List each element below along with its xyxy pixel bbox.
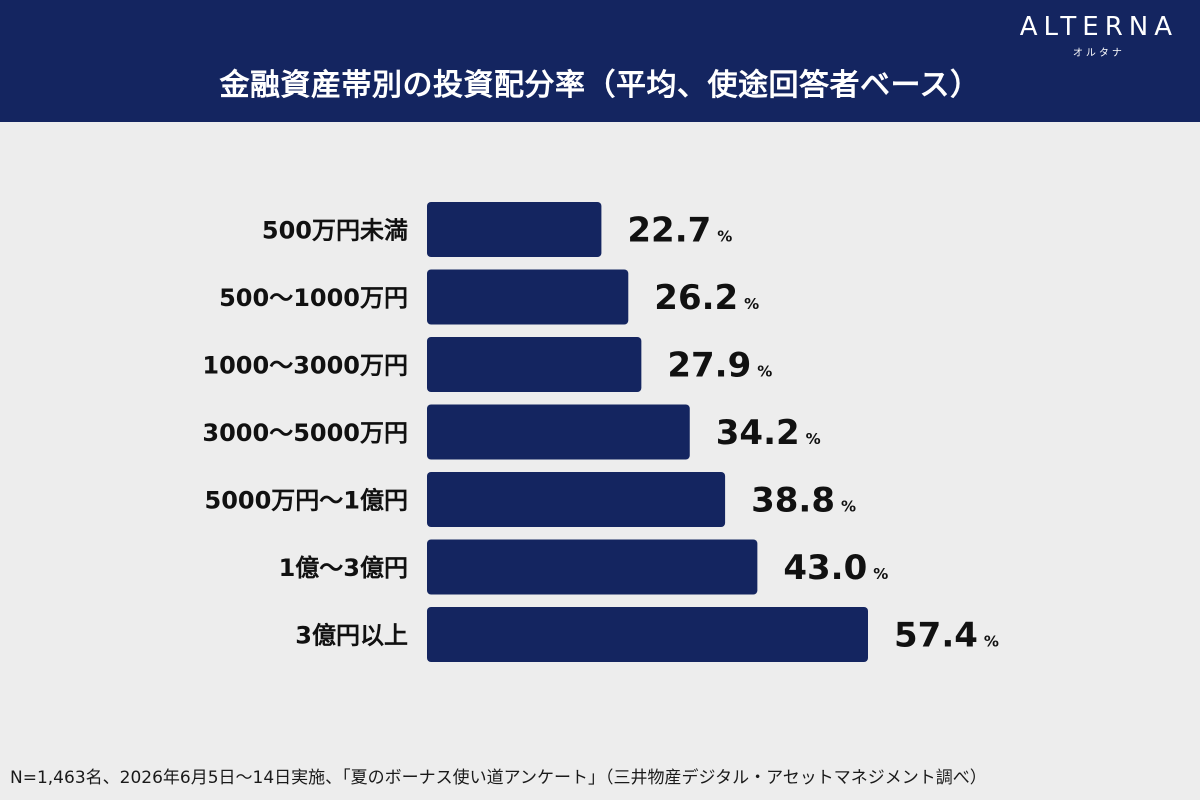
bar [427,202,602,257]
logo-name: ALTERNA [1019,12,1178,42]
chart-title: 金融資産帯別の投資配分率（平均、使途回答者ベース） [219,68,981,103]
value-label: 27.9 [667,346,751,386]
bar [427,337,642,392]
percent-unit: % [984,633,999,651]
percent-unit: % [744,295,759,313]
percent-unit: % [806,430,821,448]
value-label: 26.2 [654,278,738,318]
survey-footnote: N=1,463名、2026年6月5日〜14日実施、「夏のボーナス使い道アンケート… [10,768,987,788]
category-label: 500万円未満 [262,217,408,245]
value-label: 38.8 [751,481,835,521]
percent-unit: % [757,363,772,381]
value-label: 34.2 [716,413,800,453]
percent-unit: % [841,498,856,516]
value-label: 22.7 [627,211,711,251]
bar-chart: 500万円未満 22.7 % 500〜1000万円 26.2 % 1000〜3000万円 27… [202,202,999,662]
category-label: 5000万円〜1億円 [205,487,409,515]
logo-subtitle: オルタナ [1072,48,1125,59]
bar [427,539,758,595]
percent-unit: % [873,565,888,583]
value-label: 43.0 [783,548,867,588]
category-label: 1000〜3000万円 [202,352,408,380]
header-banner: ALTERNA オルタナ 金融資産帯別の投資配分率（平均、使途回答者ベース） [0,0,1200,122]
category-label: 3000〜5000万円 [202,419,408,447]
category-label: 500〜1000万円 [219,284,408,312]
bar [427,269,629,325]
alterna-logo: ALTERNA オルタナ [1020,12,1178,59]
bar [427,472,726,527]
percent-unit: % [717,228,732,246]
bar [427,607,868,662]
bar [427,404,690,460]
category-label: 1億〜3億円 [279,554,408,582]
value-label: 57.4 [894,616,978,656]
category-label: 3億円以上 [295,622,408,650]
